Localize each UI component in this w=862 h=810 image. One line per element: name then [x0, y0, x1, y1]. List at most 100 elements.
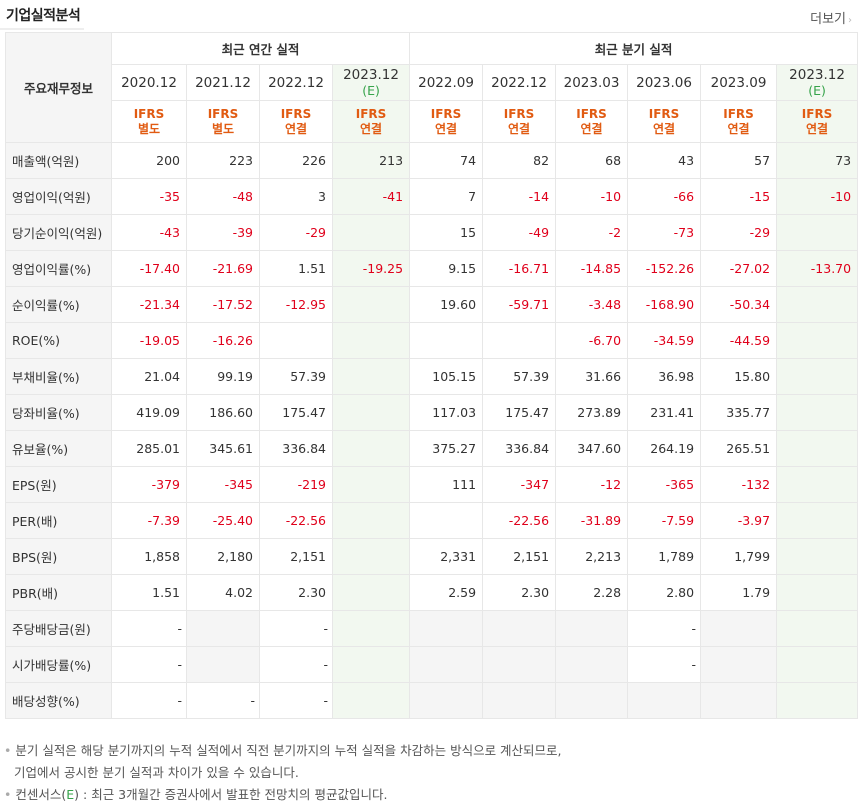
value-cell — [627, 682, 702, 719]
value-cell: -3.97 — [700, 502, 778, 539]
value-cell: -14 — [482, 178, 557, 215]
value-cell — [409, 682, 484, 719]
value-cell: 1,799 — [700, 538, 778, 575]
value-cell: -48 — [186, 178, 260, 215]
value-cell: -10 — [555, 178, 629, 215]
footnote-line-3-pre: 컨센서스( — [15, 787, 67, 802]
value-cell — [776, 574, 859, 611]
value-cell: -16.26 — [186, 322, 260, 359]
value-cell: -27.02 — [700, 250, 778, 287]
value-cell — [186, 646, 260, 683]
period-header: 2023.12 (E) — [331, 64, 411, 101]
value-cell: -12 — [555, 466, 629, 503]
value-cell: -219 — [259, 466, 333, 503]
table-row: EPS(원) -379 -345 -219 111 -347 -12 -365 -132 — [5, 466, 859, 503]
row-label-header: 주요재무정보 — [5, 32, 112, 143]
value-cell — [776, 646, 859, 683]
table-row: BPS(원) 1,858 2,180 2,151 2,331 2,151 2,213 1,78… — [5, 538, 859, 575]
accounting-standard: IFRS 연결 — [555, 100, 629, 143]
value-cell — [331, 646, 411, 683]
row-label: 유보율(%) — [5, 430, 112, 467]
value-cell — [776, 610, 859, 647]
value-cell — [331, 538, 411, 575]
row-label: PER(배) — [5, 502, 112, 539]
row-label: BPS(원) — [5, 538, 112, 575]
row-label: 영업이익률(%) — [5, 250, 112, 287]
value-cell: 57.39 — [482, 358, 557, 395]
accounting-standard: IFRS 연결 — [776, 100, 859, 143]
accounting-standard: IFRS 연결 — [331, 100, 411, 143]
value-cell: 2.80 — [627, 574, 702, 611]
more-label[interactable]: 더보기 — [810, 12, 846, 27]
value-cell: 2,180 — [186, 538, 260, 575]
value-cell — [482, 682, 557, 719]
ifrs-label: IFRS — [648, 106, 680, 121]
value-cell — [331, 394, 411, 431]
value-cell: 375.27 — [409, 430, 484, 467]
accounting-standard: IFRS 연결 — [700, 100, 778, 143]
value-cell: - — [627, 610, 702, 647]
period-header: 2023.03 — [555, 64, 629, 101]
value-cell: - — [111, 646, 187, 683]
value-cell — [776, 538, 859, 575]
value-cell: -34.59 — [627, 322, 702, 359]
value-cell: 1,858 — [111, 538, 187, 575]
value-cell — [776, 682, 859, 719]
ifrs-label: IFRS — [430, 106, 462, 121]
value-cell: -7.59 — [627, 502, 702, 539]
period-date: 2021.12 — [195, 74, 251, 91]
table-row: 배당성향(%) - - - — [5, 682, 859, 719]
value-cell: - — [259, 646, 333, 683]
value-cell: 73 — [776, 142, 859, 179]
period-date: 2023.03 — [563, 74, 620, 91]
period-date: 2020.12 — [121, 74, 177, 91]
ifrs-label: IFRS — [280, 106, 312, 121]
value-cell — [555, 646, 629, 683]
value-cell: - — [627, 646, 702, 683]
estimate-mark: E — [66, 787, 75, 802]
value-cell: 15 — [409, 214, 484, 251]
table-row: 매출액(억원) 200 223 226 213 74 82 68 43 57 73 — [5, 142, 859, 179]
value-cell: 419.09 — [111, 394, 187, 431]
period-header: 2023.09 — [700, 64, 778, 101]
table-row: ROE(%) -19.05 -16.26 -6.70 -34.59 -44.59 — [5, 322, 859, 359]
period-date: 2022.12 — [491, 74, 547, 91]
table-row: 영업이익률(%) -17.40 -21.69 1.51 -19.25 9.15 -16.71… — [5, 250, 859, 287]
value-cell: 1.51 — [111, 574, 187, 611]
value-cell: 200 — [111, 142, 187, 179]
period-header: 2023.12 (E) — [776, 64, 859, 101]
value-cell — [259, 322, 333, 359]
value-cell — [776, 214, 859, 251]
value-cell: 264.19 — [627, 430, 702, 467]
consolidation-label: 연결 — [652, 121, 676, 136]
accounting-standard: IFRS 연결 — [482, 100, 557, 143]
value-cell: 2.28 — [555, 574, 629, 611]
more-link[interactable]: 더보기 › — [810, 8, 852, 27]
section-title: 기업실적분석 — [6, 8, 81, 24]
row-label: 주당배당금(원) — [5, 610, 112, 647]
value-cell: -365 — [627, 466, 702, 503]
value-cell: -31.89 — [555, 502, 629, 539]
period-date: 2023.06 — [636, 74, 692, 91]
value-cell: -41 — [331, 178, 411, 215]
consolidation-label: 연결 — [507, 121, 531, 136]
value-cell: -22.56 — [482, 502, 557, 539]
value-cell: 99.19 — [186, 358, 260, 395]
value-cell: -6.70 — [555, 322, 629, 359]
value-cell: -29 — [259, 214, 333, 251]
period-date: 2023.12 — [789, 66, 845, 83]
accounting-standard: IFRS 별도 — [111, 100, 187, 143]
value-cell: 4.02 — [186, 574, 260, 611]
value-cell — [700, 610, 778, 647]
table-row: 시가배당률(%) - - - — [5, 646, 859, 683]
value-cell: -132 — [700, 466, 778, 503]
row-label: 부채비율(%) — [5, 358, 112, 395]
value-cell — [331, 322, 411, 359]
value-cell — [409, 502, 484, 539]
value-cell: 213 — [331, 142, 411, 179]
value-cell: 31.66 — [555, 358, 629, 395]
value-cell — [482, 646, 557, 683]
footnote-line-3-post: ) : 최근 3개월간 증권사에서 발표한 전망치의 평균값입니다. — [74, 787, 388, 802]
table-row: 순이익률(%) -21.34 -17.52 -12.95 19.60 -59.71 -3.4… — [5, 286, 859, 323]
row-label: ROE(%) — [5, 322, 112, 359]
